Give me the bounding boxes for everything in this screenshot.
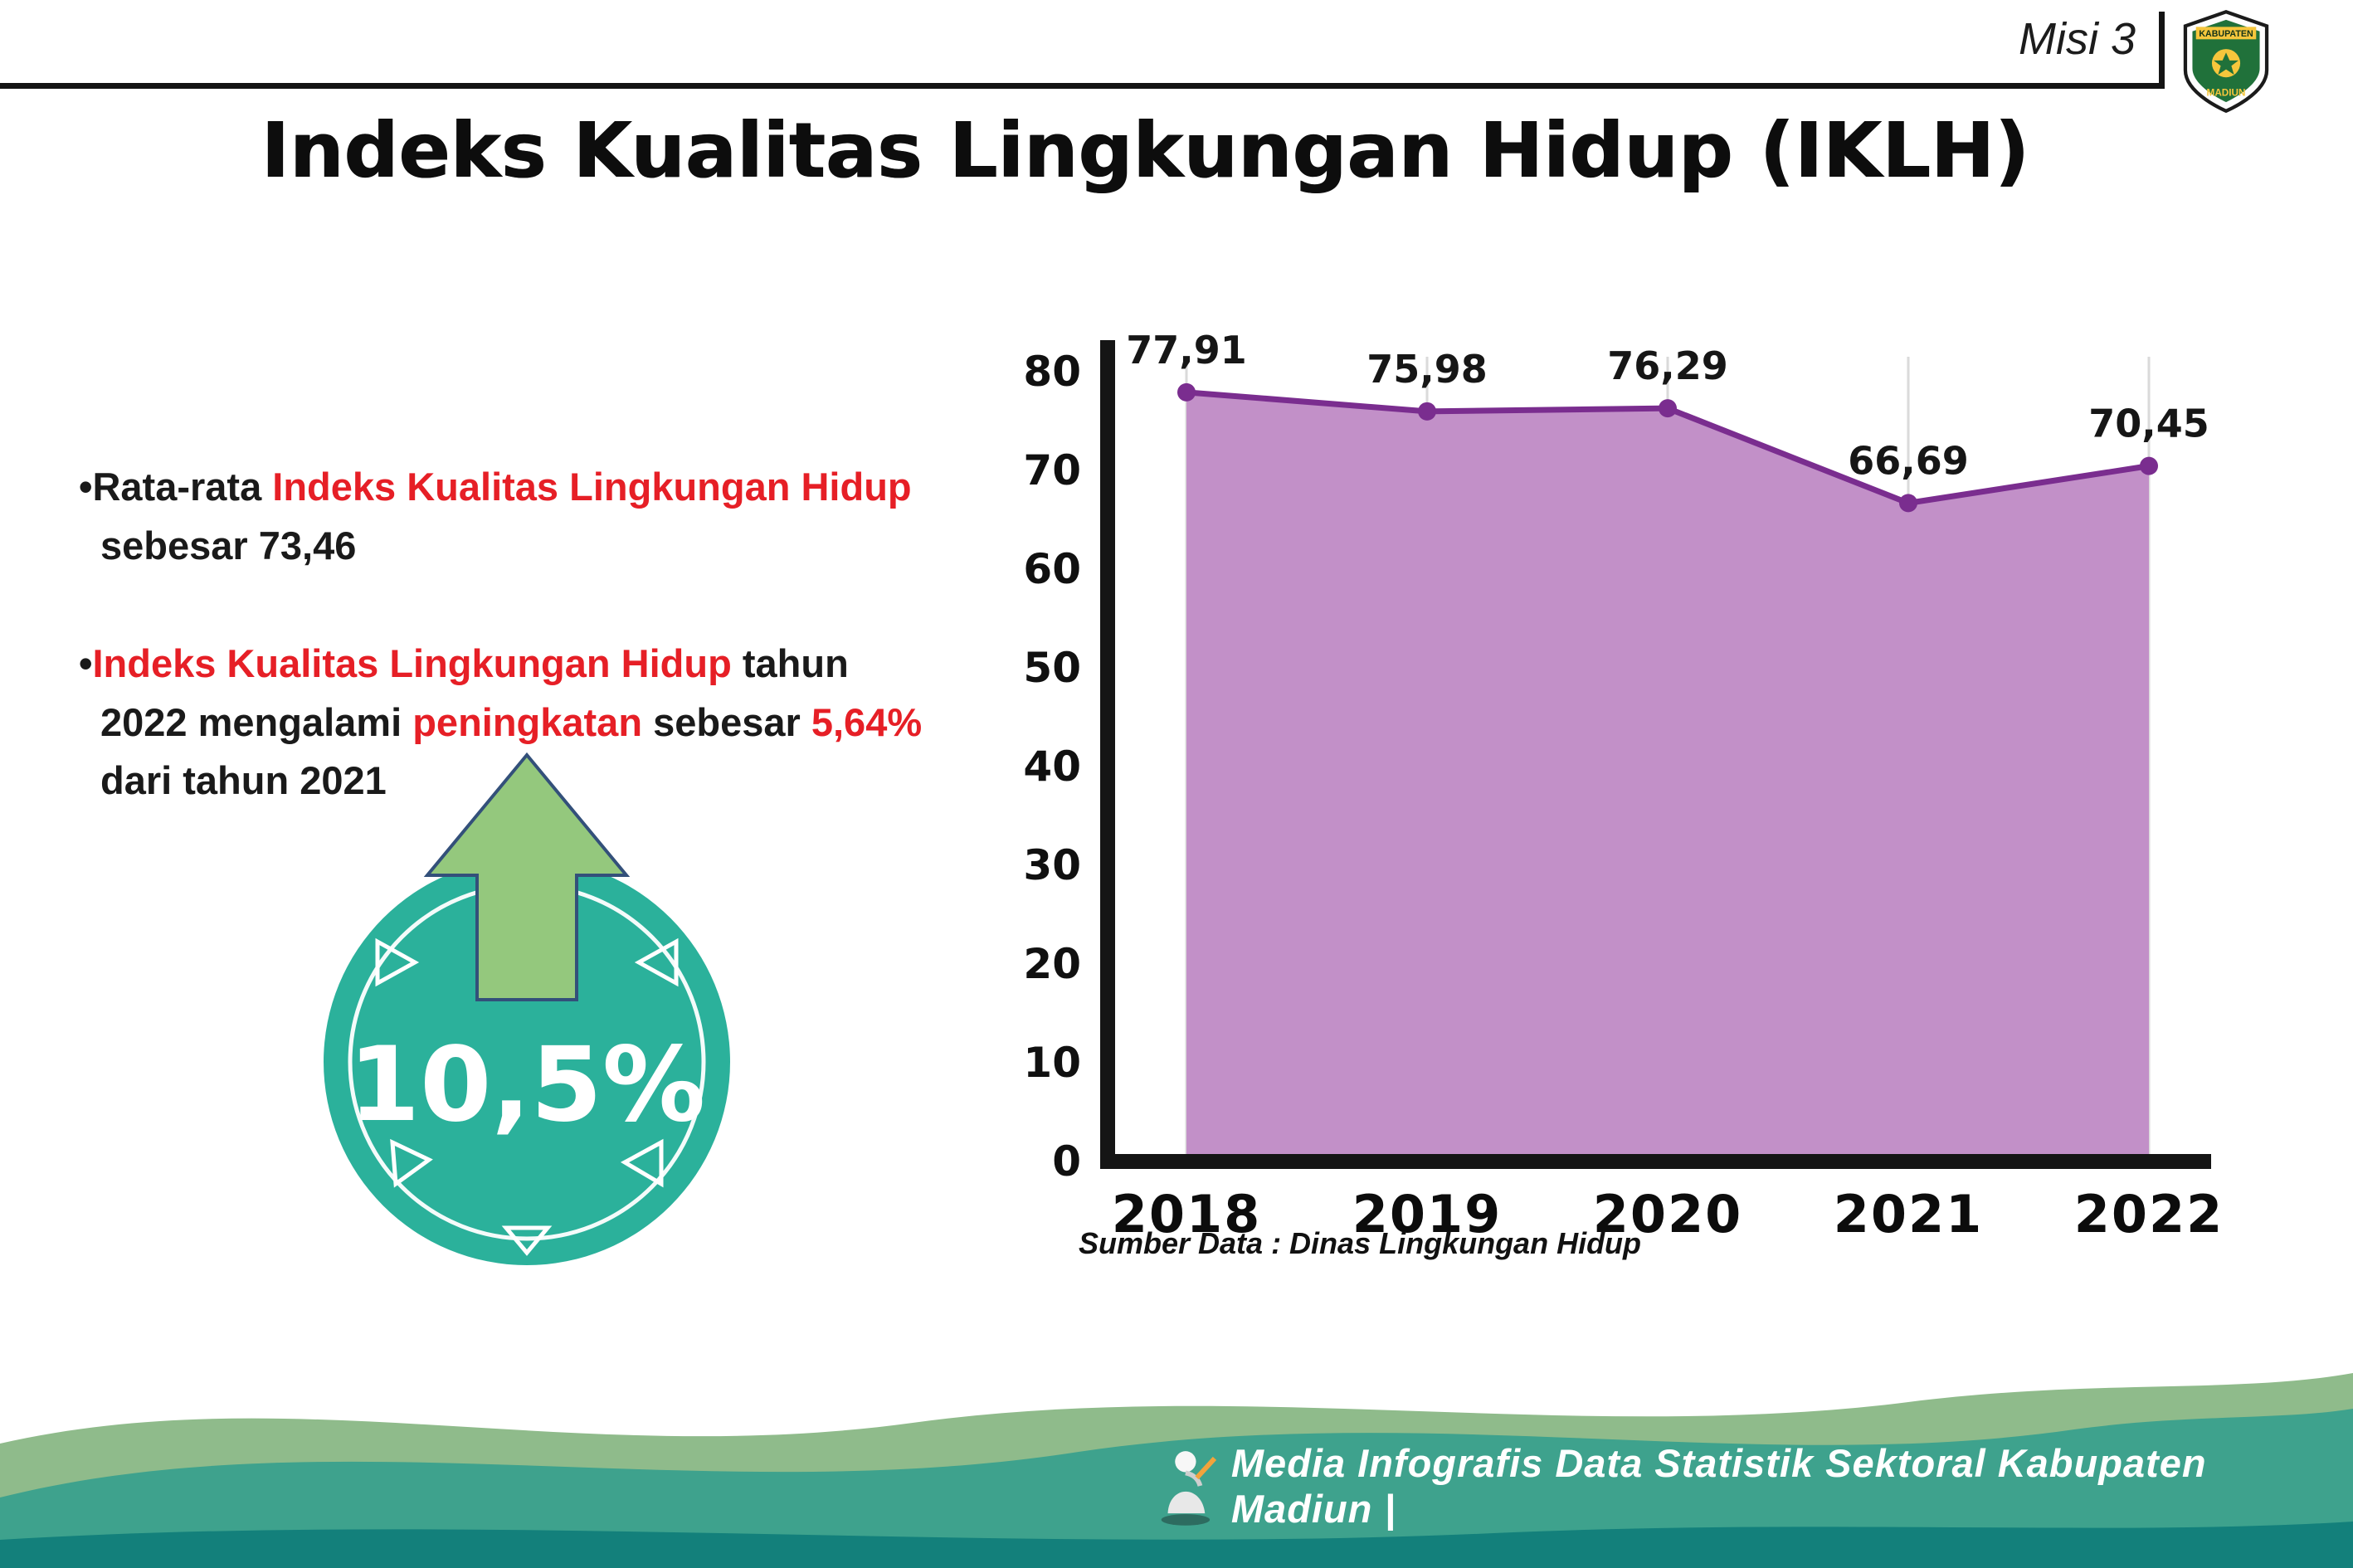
text-segment: Rata-rata xyxy=(92,465,273,509)
x-tick-label: 2021 xyxy=(1834,1184,1984,1244)
y-tick-label: 80 xyxy=(1023,348,1081,396)
data-label: 70,45 xyxy=(2088,402,2209,446)
decorative-triangle xyxy=(634,937,679,987)
y-tick-label: 50 xyxy=(1023,644,1081,692)
data-point xyxy=(1899,494,1917,513)
decorative-triangle xyxy=(620,1138,664,1188)
text-segment: peningkatan xyxy=(412,699,643,744)
y-tick-label: 70 xyxy=(1023,446,1081,494)
misi-label: Misi 3 xyxy=(2018,14,2136,64)
decorative-triangle xyxy=(390,1138,433,1188)
bullet-marker: • xyxy=(79,465,93,509)
key-points: •Rata-rata Indeks Kualitas Lingkungan Hi… xyxy=(79,458,933,870)
chart-source: Sumber Data : Dinas Lingkungan Hidup xyxy=(1079,1226,1642,1260)
data-label: 76,29 xyxy=(1607,343,1728,388)
footer-wave-dark xyxy=(0,1522,2353,1568)
x-tick-label: 2019 xyxy=(1352,1184,1503,1244)
decorative-triangle xyxy=(501,1225,553,1256)
x-tick-label: 2018 xyxy=(1112,1184,1262,1244)
y-tick-label: 30 xyxy=(1023,841,1081,889)
bullet-marker: • xyxy=(79,641,93,685)
kabupaten-madiun-logo: KABUPATEN MADIUN xyxy=(2183,10,2269,114)
crest-top-text: KABUPATEN xyxy=(2199,29,2253,39)
up-arrow-icon xyxy=(423,752,631,1001)
bullet-1: •Rata-rata Indeks Kualitas Lingkungan Hi… xyxy=(79,458,933,575)
chart-area: 77,91 75,98 76,29 66,69 70,45 0 10 20 30 40 50 60 70… xyxy=(983,315,2253,1253)
y-tick-label: 10 xyxy=(1023,1039,1081,1087)
footer-text: Media Infografis Data Statistik Sektoral… xyxy=(1230,1441,2207,1531)
crest-star xyxy=(2214,52,2239,75)
header-divider xyxy=(0,83,2159,89)
footer: Media Infografis Data Statistik Sektoral… xyxy=(1152,1440,2353,1531)
data-label: 66,69 xyxy=(1848,438,1969,483)
area-fill xyxy=(1186,392,2149,1162)
text-segment: dari tahun 2021 xyxy=(100,758,387,802)
data-point xyxy=(2140,456,2158,475)
decorative-triangle xyxy=(375,937,420,987)
y-tick-label: 60 xyxy=(1023,545,1081,593)
x-tick-label: 2022 xyxy=(2074,1184,2224,1244)
crest-bottom-text: MADIUN xyxy=(2207,88,2246,99)
data-label: 77,91 xyxy=(1126,328,1247,373)
x-axis xyxy=(1100,1154,2211,1169)
text-segment: tahun 2022 mengalami xyxy=(100,641,849,744)
y-tick-label: 0 xyxy=(1052,1137,1081,1186)
text-segment: sebesar xyxy=(642,699,811,744)
text-segment: Indeks Kualitas Lingkungan Hidup xyxy=(92,641,732,685)
data-point xyxy=(1659,399,1677,418)
bullet-2: •Indeks Kualitas Lingkungan Hidup tahun … xyxy=(79,635,933,811)
badge-value: 10,5% xyxy=(348,1025,705,1145)
text-segment: 5,64% xyxy=(811,699,923,744)
mascot-icon xyxy=(1161,1451,1216,1526)
text-segment: Indeks Kualitas Lingkungan Hidup xyxy=(272,465,912,509)
footer-waves xyxy=(0,1373,2353,1568)
text-segment: sebesar 73,46 xyxy=(100,523,357,567)
header-divider-corner xyxy=(2159,12,2165,89)
data-point xyxy=(1177,382,1196,402)
page-title: Indeks Kualitas Lingkungan Hidup (IKLH) xyxy=(261,106,2029,195)
growth-badge: 10,5% xyxy=(324,752,730,1265)
x-tick-label: 2020 xyxy=(1593,1184,1743,1244)
iklh-chart: 77,91 75,98 76,29 66,69 70,45 0 10 20 30 40 50 60 70… xyxy=(1023,328,2224,1244)
y-tick-label: 40 xyxy=(1023,743,1081,791)
y-axis xyxy=(1100,340,1115,1169)
crest-banner xyxy=(2195,27,2257,40)
data-point xyxy=(1418,402,1436,421)
y-tick-label: 20 xyxy=(1023,940,1081,988)
data-label: 75,98 xyxy=(1366,347,1488,392)
